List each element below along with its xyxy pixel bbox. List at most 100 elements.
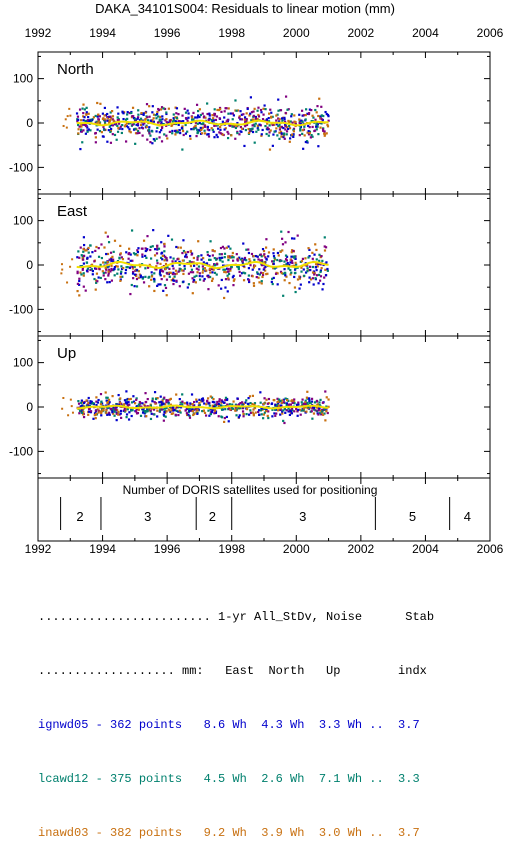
residual-point (136, 132, 139, 135)
panel-label: North (57, 61, 94, 78)
residual-point (113, 410, 116, 413)
residual-point (254, 411, 257, 414)
residual-point (101, 402, 104, 405)
residual-point (194, 116, 197, 119)
residual-point (209, 412, 212, 416)
residual-point (117, 413, 120, 416)
residual-point (102, 274, 105, 277)
residual-point (168, 121, 171, 124)
residual-point (259, 108, 263, 112)
residual-point (312, 283, 315, 286)
residual-point (284, 120, 287, 124)
residual-point (321, 288, 324, 291)
residual-point (131, 267, 135, 270)
y-tick-label: 100 (13, 214, 33, 228)
residual-point (282, 294, 285, 297)
residual-point (156, 248, 159, 251)
residual-point (94, 114, 97, 118)
residual-point (190, 128, 193, 131)
residual-point (184, 251, 187, 254)
residual-point (150, 271, 153, 274)
residual-point (195, 411, 198, 414)
residual-point (201, 409, 204, 413)
residual-point (177, 270, 180, 273)
residual-point (190, 268, 194, 271)
residual-point (124, 272, 127, 275)
residual-point (113, 122, 117, 125)
residual-point (253, 107, 256, 110)
residual-point (144, 409, 147, 413)
residual-point (211, 254, 214, 257)
residual-point (61, 407, 64, 410)
residual-point (84, 132, 87, 135)
residual-point (108, 411, 111, 414)
residual-point (125, 416, 128, 419)
residual-point (293, 237, 296, 240)
residual-point (256, 272, 259, 275)
residual-point (325, 396, 328, 399)
residual-point (303, 134, 306, 137)
residual-point (268, 112, 271, 115)
residual-point (289, 258, 292, 261)
residual-point (279, 259, 282, 262)
residual-point (195, 274, 198, 277)
residual-point (137, 403, 140, 406)
residual-point (100, 256, 104, 260)
residual-point (274, 414, 277, 417)
residual-point (241, 260, 244, 263)
residual-point (196, 114, 200, 117)
residual-point (191, 410, 194, 413)
residual-point (230, 265, 233, 269)
residual-point (261, 275, 264, 279)
residual-point (271, 260, 274, 263)
residual-point (148, 126, 151, 129)
residual-point (214, 404, 217, 407)
residual-point (221, 400, 224, 403)
residual-point (113, 406, 117, 410)
residual-point (105, 411, 108, 415)
residual-point (75, 112, 79, 115)
residual-point (77, 128, 80, 131)
residual-point (280, 259, 283, 262)
residual-point (160, 400, 163, 403)
residual-point (159, 395, 162, 398)
residual-point (159, 108, 163, 111)
residual-point (81, 257, 85, 260)
residual-point (210, 279, 214, 283)
residual-point (144, 111, 147, 114)
residual-point (292, 135, 295, 139)
residual-point (279, 250, 282, 253)
residual-point (153, 280, 156, 283)
residual-point (195, 267, 198, 270)
residual-point (200, 122, 203, 126)
residual-point (90, 118, 94, 122)
residual-point (271, 115, 274, 118)
residual-point (229, 269, 232, 272)
residual-point (155, 137, 158, 140)
residual-point (285, 402, 289, 405)
residual-point (242, 113, 245, 116)
residual-point (313, 401, 316, 404)
residual-point (129, 259, 132, 262)
residual-point (278, 131, 281, 134)
residual-point (279, 399, 282, 403)
residual-point (117, 393, 120, 397)
residual-point (103, 121, 107, 124)
residual-point (306, 267, 309, 270)
residual-point (96, 401, 100, 404)
residual-point (163, 284, 167, 287)
residual-point (252, 266, 255, 269)
residual-point (278, 398, 281, 401)
residual-point (135, 274, 138, 278)
residual-point (60, 272, 63, 275)
residual-point (142, 112, 145, 115)
residual-point (208, 414, 211, 417)
residual-point (234, 137, 237, 140)
residual-point (208, 117, 211, 120)
residual-point (132, 277, 135, 280)
residual-point (166, 121, 170, 124)
residual-point (157, 115, 160, 118)
residual-point (149, 141, 152, 144)
residual-point (165, 410, 168, 413)
residual-point (111, 258, 115, 261)
